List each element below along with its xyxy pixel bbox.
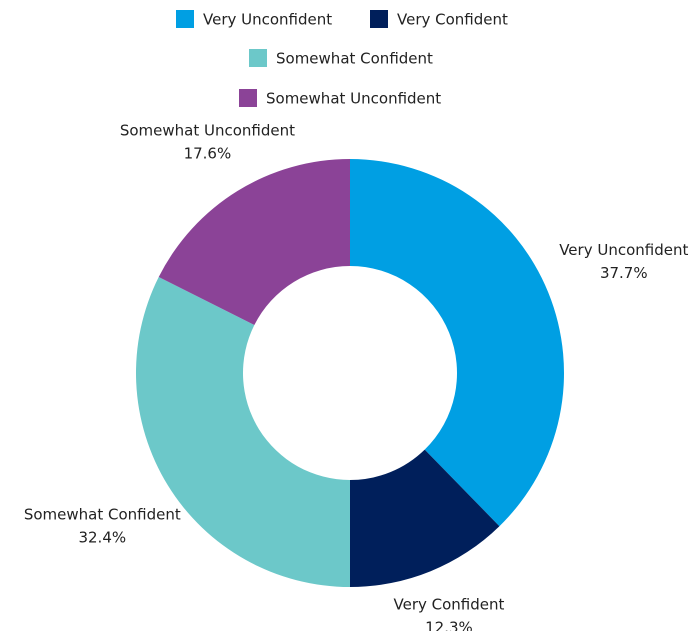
legend-swatch: [370, 10, 388, 28]
legend-label: Very Confident: [397, 11, 508, 29]
slice-value-label: 17.6%: [184, 144, 232, 162]
donut-slice: [350, 159, 564, 527]
slice-category-label: Somewhat Unconfident: [120, 121, 295, 139]
legend-swatch: [239, 89, 257, 107]
slice-category-label: Very Confident: [394, 596, 505, 614]
slice-category-label: Very Unconfident: [559, 241, 688, 259]
slice-value-label: 12.3%: [425, 619, 473, 631]
slice-category-label: Somewhat Confident: [24, 505, 181, 523]
legend-swatch: [249, 49, 267, 67]
slice-value-label: 32.4%: [78, 528, 126, 546]
donut-slice: [158, 159, 350, 326]
donut-slice: [350, 449, 500, 587]
legend-swatch: [176, 10, 194, 28]
legend-label: Very Unconfident: [203, 11, 332, 29]
slice-value-label: 37.7%: [600, 264, 648, 282]
legend-label: Somewhat Confident: [276, 50, 433, 68]
legend-label: Somewhat Unconfident: [266, 90, 441, 108]
donut-slice: [136, 277, 350, 587]
